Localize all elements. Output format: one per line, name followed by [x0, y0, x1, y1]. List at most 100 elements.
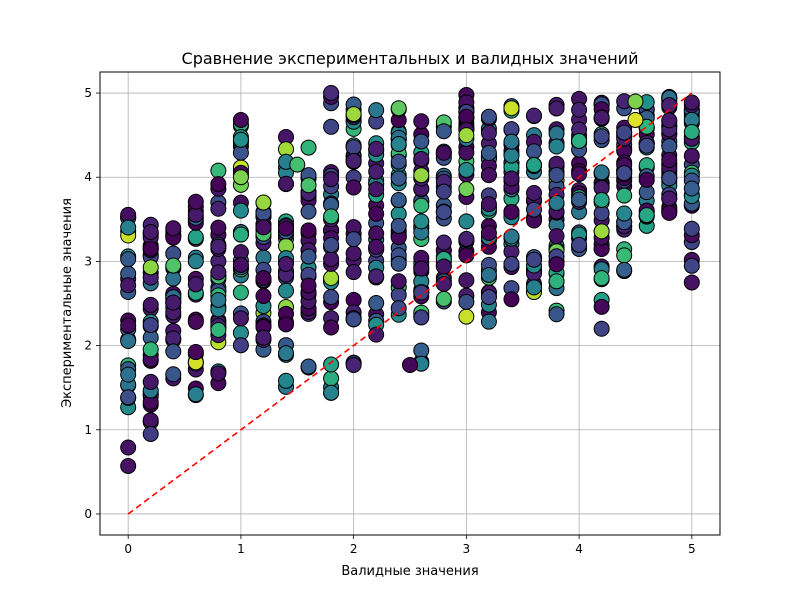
- data-point: [458, 213, 475, 230]
- data-point: [413, 309, 430, 326]
- data-point: [187, 193, 204, 210]
- data-point: [165, 294, 182, 311]
- data-point: [165, 257, 182, 274]
- data-point: [300, 203, 317, 220]
- data-point: [323, 237, 340, 254]
- data-point: [390, 170, 407, 187]
- data-point: [683, 123, 700, 140]
- data-point: [300, 248, 317, 265]
- data-point: [323, 118, 340, 135]
- data-point: [300, 139, 317, 156]
- x-tick-label: 4: [575, 542, 583, 556]
- data-point: [323, 251, 340, 268]
- data-point: [526, 201, 542, 218]
- data-point: [503, 203, 520, 220]
- data-point: [402, 356, 418, 373]
- data-point: [435, 144, 452, 161]
- data-point: [458, 144, 475, 161]
- data-point: [255, 288, 272, 305]
- data-point: [458, 308, 475, 325]
- data-point: [458, 230, 475, 247]
- data-point: [165, 220, 182, 237]
- data-point: [120, 366, 137, 383]
- data-point: [413, 133, 430, 150]
- data-point: [638, 207, 655, 224]
- data-point: [142, 259, 159, 276]
- data-point: [323, 208, 340, 225]
- data-point: [232, 337, 249, 354]
- data-point: [526, 251, 542, 268]
- data-point: [187, 386, 204, 403]
- data-point: [390, 273, 407, 290]
- data-point: [368, 238, 385, 255]
- data-point: [120, 457, 137, 474]
- data-point: [548, 100, 565, 117]
- data-point: [413, 284, 430, 301]
- data-point: [187, 344, 204, 361]
- data-point: [661, 190, 678, 207]
- data-point: [435, 290, 452, 307]
- axis-ticks: 0 1 2 3 4 5 0 1 2 3 4 5: [84, 86, 695, 556]
- data-point: [323, 356, 340, 373]
- data-point: [323, 270, 340, 287]
- data-point: [187, 229, 204, 246]
- data-point: [278, 175, 294, 192]
- x-axis-label: Валидные значения: [341, 564, 478, 579]
- data-point: [210, 365, 227, 382]
- data-point: [142, 425, 159, 442]
- data-point: [480, 266, 497, 283]
- data-point: [300, 177, 317, 194]
- data-point: [345, 245, 362, 262]
- data-point: [255, 194, 272, 211]
- data-point: [120, 317, 137, 334]
- data-point: [390, 153, 407, 170]
- data-point: [345, 231, 362, 248]
- data-point: [278, 316, 294, 333]
- data-point: [480, 196, 497, 213]
- data-point: [480, 144, 497, 161]
- data-point: [683, 257, 700, 274]
- data-point: [616, 247, 633, 264]
- data-point: [526, 185, 542, 202]
- data-point: [661, 151, 678, 168]
- data-point: [593, 205, 610, 222]
- data-point: [368, 140, 385, 157]
- data-point: [120, 439, 137, 456]
- data-point: [548, 256, 565, 273]
- data-point: [480, 289, 497, 306]
- data-point: [526, 107, 542, 124]
- data-point: [435, 183, 452, 200]
- data-point: [435, 258, 452, 275]
- data-point: [503, 147, 520, 164]
- data-point: [187, 253, 204, 270]
- data-point: [120, 332, 137, 349]
- data-point: [616, 124, 633, 141]
- y-tick-label: 4: [84, 170, 92, 184]
- data-point: [593, 320, 610, 337]
- data-point: [120, 219, 137, 236]
- data-point: [480, 166, 497, 183]
- data-point: [458, 181, 475, 198]
- data-point: [323, 171, 340, 188]
- data-point: [480, 224, 497, 241]
- data-point: [323, 384, 340, 401]
- data-point: [390, 100, 407, 117]
- data-point: [368, 326, 385, 343]
- data-point: [548, 228, 565, 245]
- data-point: [368, 102, 385, 119]
- data-point: [165, 366, 182, 383]
- x-tick-label: 0: [124, 542, 132, 556]
- data-point: [210, 321, 227, 338]
- data-point: [210, 238, 227, 255]
- data-point: [593, 128, 610, 145]
- data-point: [526, 279, 542, 296]
- data-point: [548, 167, 565, 184]
- data-point: [210, 162, 227, 179]
- data-point: [345, 356, 362, 373]
- data-point: [413, 342, 430, 359]
- data-point: [503, 228, 520, 245]
- y-tick-label: 0: [84, 507, 92, 521]
- data-point: [142, 317, 159, 334]
- data-point: [278, 282, 294, 299]
